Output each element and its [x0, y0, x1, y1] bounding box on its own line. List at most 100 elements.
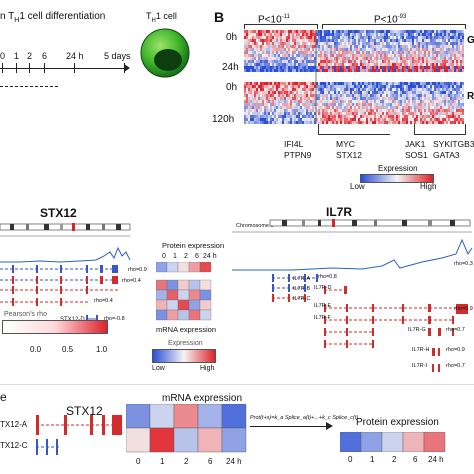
- heatmap-cell: [462, 121, 464, 124]
- heatmap-cell: [330, 39, 332, 42]
- heatmap-cell: [334, 115, 336, 118]
- heatmap-cell: [316, 63, 318, 66]
- heatmap-cell: [270, 94, 272, 97]
- heatmap-cell: [352, 88, 354, 91]
- heatmap-cell: [282, 94, 284, 97]
- heatmap-cell: [462, 106, 464, 109]
- heatmap-cell: [430, 103, 432, 106]
- heatmap-cell: [394, 36, 396, 39]
- heatmap-cell: [404, 69, 406, 72]
- heatmap-cell: [344, 30, 346, 33]
- heatmap-cell: [306, 66, 308, 69]
- heatmap-cell: [274, 118, 276, 121]
- pval-left-exp: -11: [281, 14, 290, 20]
- heatmap-cell: [402, 51, 404, 54]
- heatmap-cell: [462, 48, 464, 51]
- heatmap-cell: [462, 39, 464, 42]
- heatmap-cell: [404, 60, 406, 63]
- heatmap-cell: [364, 103, 366, 106]
- heatmap-cell: [308, 85, 310, 88]
- heatmap-cell: [416, 91, 418, 94]
- heatmap-cell: [268, 82, 270, 85]
- heatmap-cell: [356, 63, 358, 66]
- heatmap-cell: [388, 88, 390, 91]
- heatmap-cell: [310, 88, 312, 91]
- heatmap-cell: [380, 112, 382, 115]
- heatmap-cell: [448, 42, 450, 45]
- heatmap-cell: [432, 30, 434, 33]
- heatmap-cell: [270, 54, 272, 57]
- heatmap-cell: [408, 54, 410, 57]
- heatmap-cell: [408, 39, 410, 42]
- heatmap-cell: [330, 106, 332, 109]
- heatmap-cell: [450, 48, 452, 51]
- heatmap-cell: [352, 63, 354, 66]
- heatmap-cell: [378, 100, 380, 103]
- heatmap-cell: [422, 118, 424, 121]
- heatmap-cell: [350, 57, 352, 60]
- heatmap-cell: [438, 45, 440, 48]
- heatmap-cell: [264, 57, 266, 60]
- heatmap-cell: [302, 97, 304, 100]
- heatmap-cell: [384, 121, 386, 124]
- heatmap-cell: [450, 88, 452, 91]
- heatmap-cell: [384, 66, 386, 69]
- heatmap-cell: [392, 48, 394, 51]
- heatmap-cell: [282, 91, 284, 94]
- heatmap-cell: [278, 121, 280, 124]
- isoform-label: TX12-C: [0, 441, 28, 450]
- heatmap-cell: [360, 82, 362, 85]
- heatmap-cell: [282, 106, 284, 109]
- heatmap-cell: [370, 48, 372, 51]
- heatmap-cell: [446, 112, 448, 115]
- pval-left-base: P<10: [258, 14, 282, 26]
- heatmap-cell: [400, 60, 402, 63]
- heatmap-cell: [286, 57, 288, 60]
- mrna-tick: 0: [136, 457, 141, 466]
- heatmap-cell: [304, 103, 306, 106]
- heatmap-cell: [254, 103, 256, 106]
- heatmap-cell: [438, 60, 440, 63]
- heatmap-cell: [312, 30, 314, 33]
- protein-tick: 2: [184, 253, 188, 260]
- heatmap-cell: [402, 39, 404, 42]
- heatmap-cell: [420, 91, 422, 94]
- heatmap-cell: [462, 97, 464, 100]
- heatmap-cell: [440, 69, 442, 72]
- heatmap-cell: [398, 106, 400, 109]
- heatmap-cell: [422, 63, 424, 66]
- heatmap-cell: [288, 45, 290, 48]
- heatmap-cell: [330, 48, 332, 51]
- heatmap-cell: [294, 103, 296, 106]
- heatmap-cell: [434, 42, 436, 45]
- heatmap-cell: [306, 94, 308, 97]
- heatmap-cell: [310, 48, 312, 51]
- heatmap-cell: [398, 91, 400, 94]
- heatmap-cell: [266, 121, 268, 124]
- heatmap-cell: [366, 118, 368, 121]
- heatmap-cell: [454, 36, 456, 39]
- heatmap-cell: [436, 82, 438, 85]
- panel-divider: [0, 384, 474, 385]
- heatmap-cell: [342, 115, 344, 118]
- heatmap-cell: [422, 115, 424, 118]
- heatmap-cell: [330, 33, 332, 36]
- heatmap-cell: [366, 63, 368, 66]
- heatmap-cell: [444, 63, 446, 66]
- heatmap-cell: [430, 36, 432, 39]
- heatmap-cell: [384, 30, 386, 33]
- heatmap-cell: [256, 57, 258, 60]
- heatmap-cell: [344, 33, 346, 36]
- heatmap-cell: [266, 66, 268, 69]
- heatmap-cell: [308, 33, 310, 36]
- heatmap-cell: [436, 36, 438, 39]
- heatmap-cell: [264, 91, 266, 94]
- heatmap-cell: [398, 54, 400, 57]
- heatmap-cell: [428, 30, 430, 33]
- heatmap-cell: [386, 109, 388, 112]
- heatmap-cell: [432, 66, 434, 69]
- heatmap-cell: [286, 121, 288, 124]
- heatmap-cell: [322, 66, 324, 69]
- heatmap-cell: [342, 91, 344, 94]
- heatmap-cell: [438, 69, 440, 72]
